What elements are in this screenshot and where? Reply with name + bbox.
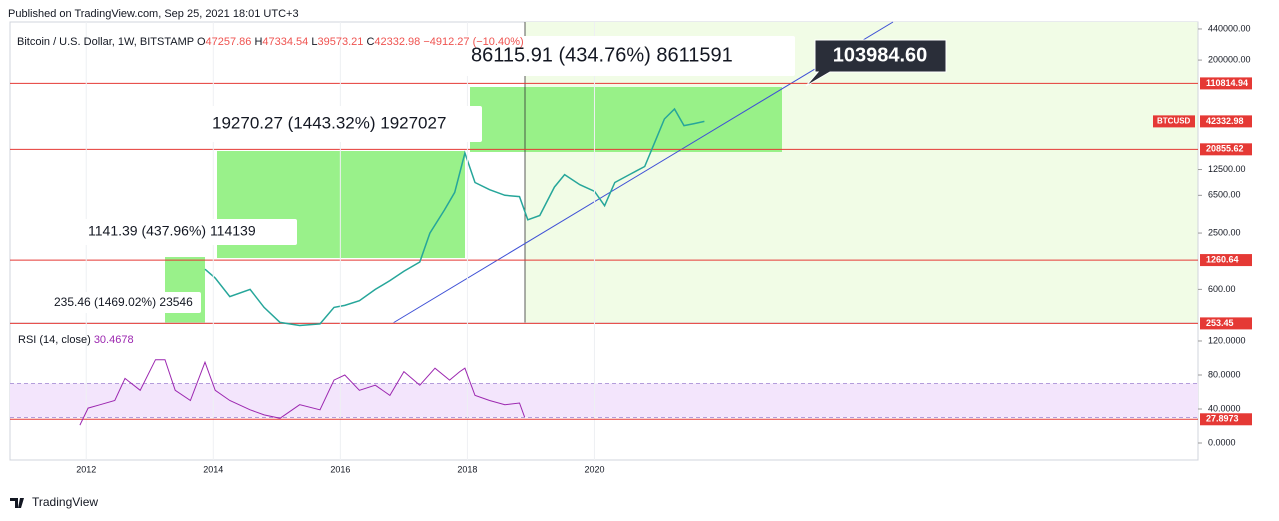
x-tick-label: 2014 — [203, 464, 223, 474]
level-tag — [1200, 143, 1252, 156]
level-tag — [1200, 413, 1252, 426]
series-line — [204, 107, 705, 327]
y-tick-label: 40.0000 — [1208, 403, 1241, 413]
close: 42332.98 — [374, 36, 420, 48]
callout-text: 103984.60 — [833, 44, 928, 66]
level-label: 1260.64 — [1206, 254, 1239, 264]
y-tick-label: 2500.00 — [1208, 227, 1241, 237]
range-box — [470, 87, 782, 152]
trend-line — [392, 21, 894, 324]
y-tick-label: 440000.00 — [1208, 23, 1251, 33]
y-tick-label: 120.0000 — [1208, 335, 1246, 345]
level-label: 110814.94 — [1206, 78, 1248, 88]
level-tag — [1200, 254, 1252, 267]
callout — [805, 39, 947, 87]
h-label: H — [254, 36, 262, 48]
annotation-labels: 235.46 (1469.02%) 23546 1141.39 (437.96%… — [45, 36, 947, 313]
plot: 440000.00 200000.00 12500.00 6500.00 2500.00… — [10, 22, 1252, 474]
level-label: 27.8973 — [1206, 414, 1239, 424]
annotation: 235.46 (1469.02%) 23546 — [54, 295, 193, 309]
y-tick-label: 200000.00 — [1208, 54, 1251, 64]
annotation-box — [45, 292, 201, 313]
level-tag — [1200, 317, 1252, 330]
annotation: 1141.39 (437.96%) 114139 — [88, 223, 256, 239]
symbol: Bitcoin / U.S. Dollar, 1W, BITSTAMP — [17, 36, 194, 48]
footer-logo: TradingView — [10, 495, 98, 509]
x-tick-label: 2018 — [457, 464, 477, 474]
level-tag — [1200, 77, 1252, 90]
annotation-box — [78, 219, 297, 245]
annotation-box — [200, 106, 482, 142]
y-tick-label: 6500.00 — [1208, 190, 1241, 200]
level-label: 253.45 — [1206, 318, 1234, 328]
y-tick-label: 80.0000 — [1208, 369, 1241, 379]
rsi-band — [10, 383, 1198, 418]
rsi-title: RSI (14, close) — [18, 334, 91, 346]
x-tick-label: 2020 — [584, 464, 604, 474]
symbol-label: BTCUSD — [1157, 116, 1191, 125]
annotation: 86115.91 (434.76%) 8611591 — [471, 44, 733, 66]
c-label: C — [366, 36, 374, 48]
logo-icon — [10, 498, 24, 508]
y-tick-label: 12500.00 — [1208, 164, 1246, 174]
annotation: 19270.27 (1443.32%) 1927027 — [212, 113, 446, 132]
l-label: L — [311, 36, 317, 48]
annotation-box — [457, 36, 795, 76]
legend-line: Bitcoin / U.S. Dollar, 1W, BITSTAMP O472… — [17, 36, 524, 48]
y-tick-label: 600.00 — [1208, 284, 1236, 294]
rsi-legend: RSI (14, close) 30.4678 — [18, 334, 134, 346]
symbol-tag — [1153, 115, 1195, 128]
brand: TradingView — [32, 495, 98, 509]
published: Published on TradingView.com, Sep 25, 20… — [8, 8, 299, 20]
y-tick-label: 0.0000 — [1208, 437, 1236, 447]
change: −4912.27 (−10.40%) — [423, 36, 523, 48]
rsi-value: 30.4678 — [94, 334, 134, 346]
o-label: O — [197, 36, 206, 48]
high: 47334.54 — [262, 36, 308, 48]
range-box — [165, 257, 205, 323]
price-label: 42332.98 — [1206, 116, 1244, 126]
level-label: 20855.62 — [1206, 144, 1244, 154]
open: 47257.86 — [206, 36, 252, 48]
x-tick-label: 2012 — [76, 464, 96, 474]
series-line — [79, 359, 526, 426]
low: 39573.21 — [317, 36, 363, 48]
price-tag — [1200, 115, 1252, 128]
x-tick-label: 2016 — [330, 464, 350, 474]
